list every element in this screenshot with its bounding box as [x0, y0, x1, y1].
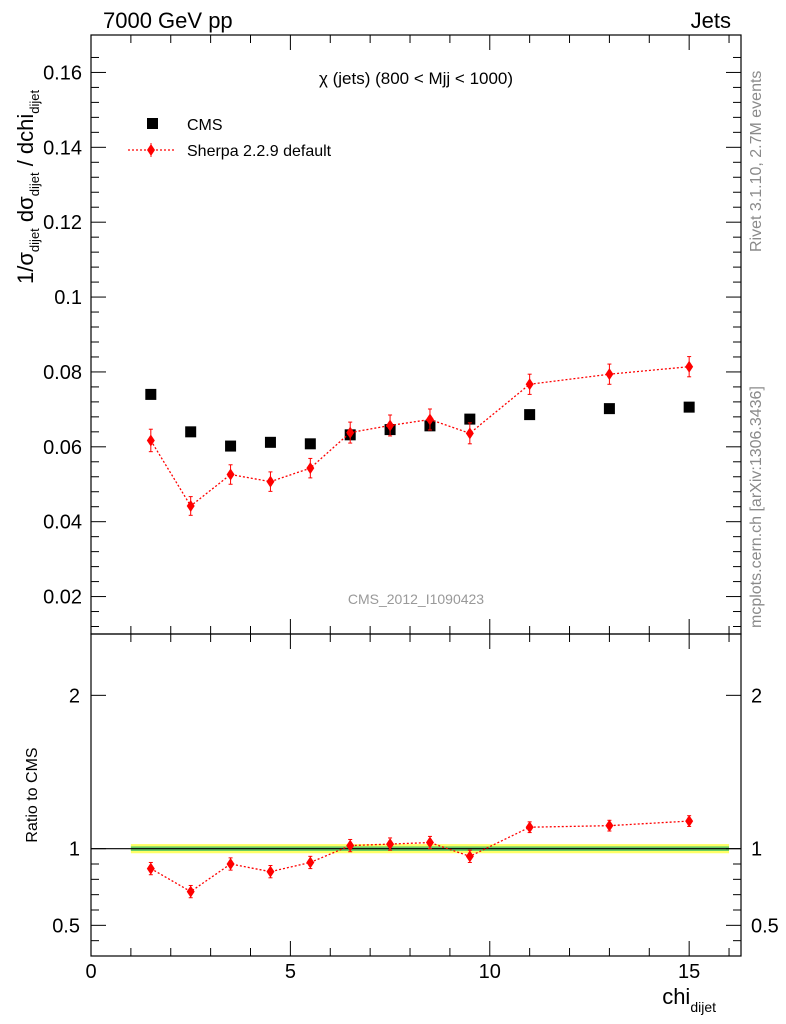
ratio-data [146, 815, 694, 899]
sherpa-point [306, 462, 315, 475]
header-left: 7000 GeV pp [103, 8, 233, 33]
ratio-sherpa-point [146, 862, 155, 875]
mcplots-label: mcplots.cern.ch [arXiv:1306.3436] [748, 386, 765, 628]
sherpa-point [605, 368, 614, 381]
main-ytick-label: 0.04 [43, 512, 82, 534]
sherpa-point [465, 427, 474, 440]
sherpa-point [146, 434, 155, 447]
legend-cms-marker [147, 118, 158, 129]
ratio-ytick-labels: 0.5 0.5 1 1 2 2 [52, 685, 779, 937]
ratio-sherpa-point [685, 815, 694, 828]
legend-cms-label: CMS [187, 117, 223, 134]
ratio-sherpa-point [186, 885, 195, 898]
sherpa-point [266, 475, 275, 488]
ratio-ytick-label-left: 2 [69, 685, 80, 707]
ratio-ylabel: Ratio to CMS [24, 747, 41, 842]
cms-point [304, 438, 316, 450]
ratio-sherpa-point [266, 865, 275, 878]
ratio-ticks [90, 634, 741, 956]
main-ytick-label: 0.1 [54, 287, 82, 309]
sherpa-point [226, 468, 235, 481]
x-tick-label: 0 [85, 961, 96, 983]
cms-point [683, 401, 695, 413]
ratio-panel: 0.5 0.5 1 1 2 2 0 5 10 15 [52, 633, 779, 983]
cms-point [603, 403, 615, 415]
ratio-ytick-label-left: 1 [69, 839, 80, 861]
cms-point [145, 388, 157, 400]
x-axis-label: chidijet [662, 984, 716, 1015]
sherpa-point [425, 413, 434, 426]
main-ytick-label: 0.08 [43, 362, 82, 384]
legend-mc-marker [147, 144, 155, 156]
main-panel: 0.02 0.04 0.06 0.08 0.1 0.12 0.14 0.16 χ (jets)… [43, 34, 742, 635]
x-tick-label: 5 [285, 961, 296, 983]
header-right: Jets [691, 8, 731, 33]
sherpa-point [685, 360, 694, 373]
sherpa-point [346, 426, 355, 439]
sherpa-line [150, 366, 690, 507]
analysis-watermark: CMS_2012_I1090423 [348, 591, 484, 607]
sherpa-point [186, 499, 195, 512]
ratio-frame [90, 633, 742, 957]
main-data [145, 356, 695, 516]
main-ytick-label: 0.16 [43, 62, 82, 84]
ratio-ytick-label-right: 2 [751, 685, 762, 707]
ratio-sherpa-point [386, 838, 395, 851]
ratio-ytick-label-right: 0.5 [751, 915, 779, 937]
x-tick-label: 15 [678, 961, 700, 983]
cms-point [464, 413, 476, 425]
ratio-sherpa-point [465, 850, 474, 863]
main-ytick-label: 0.14 [43, 137, 82, 159]
ratio-ytick-label-left: 0.5 [52, 915, 80, 937]
legend: CMS Sherpa 2.2.9 default [128, 117, 332, 160]
sherpa-point [386, 419, 395, 432]
main-ytick-label: 0.12 [43, 212, 82, 234]
ratio-sherpa-point [605, 819, 614, 832]
main-ylabel: 1/σdijet dσdijet / dchidijet [13, 89, 42, 284]
main-ytick-labels: 0.02 0.04 0.06 0.08 0.1 0.12 0.14 0.16 [43, 62, 82, 608]
ratio-ytick-label-right: 1 [751, 839, 762, 861]
cms-point [185, 426, 197, 438]
rivet-label: Rivet 3.1.10, 2.7M events [748, 71, 765, 252]
legend-mc-label: Sherpa 2.2.9 default [187, 143, 332, 160]
ratio-sherpa-line [150, 820, 690, 893]
sherpa-point [525, 378, 534, 391]
main-ytick-label: 0.06 [43, 437, 82, 459]
ratio-sherpa-point [226, 858, 235, 870]
x-tick-label: 10 [479, 961, 501, 983]
cms-point [264, 436, 276, 448]
cms-point [225, 440, 237, 452]
ratio-sherpa-point [346, 839, 355, 852]
ratio-sherpa-point [425, 836, 434, 849]
main-ticks [90, 35, 741, 634]
x-tick-labels: 0 5 10 15 [85, 961, 700, 983]
cms-point [524, 409, 536, 421]
plot-title: χ (jets) (800 < Mjj < 1000) [319, 69, 513, 88]
ratio-sherpa-point [525, 821, 534, 834]
ratio-sherpa-point [306, 856, 315, 869]
main-ytick-label: 0.02 [43, 587, 82, 609]
